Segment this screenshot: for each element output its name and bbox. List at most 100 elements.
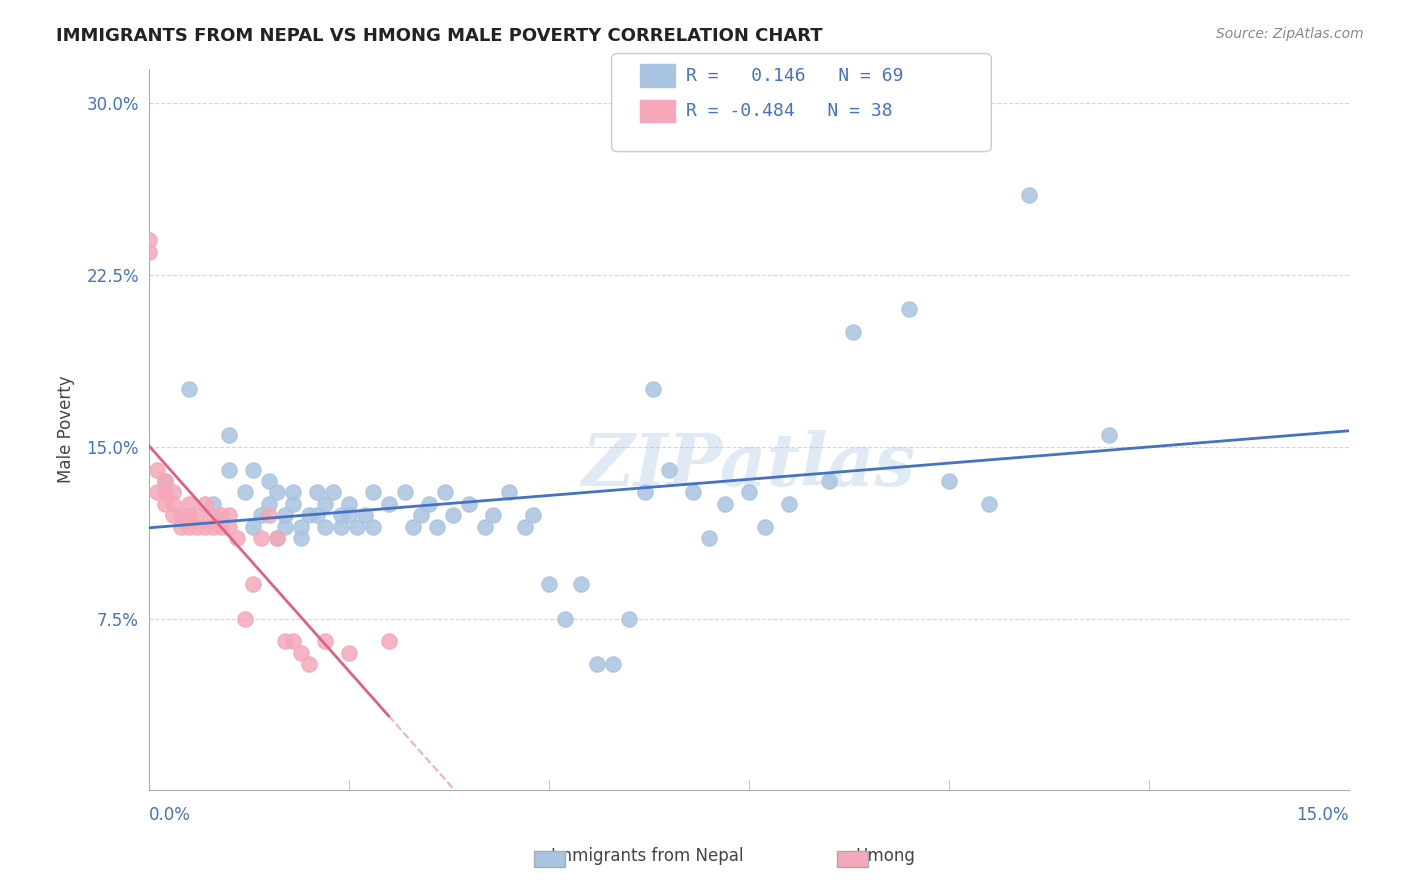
Point: [433, 485, 456, 500]
Point: [266, 531, 288, 545]
Point: [738, 485, 761, 500]
Point: [169, 520, 191, 534]
Point: [298, 657, 321, 672]
Point: [641, 382, 664, 396]
Point: [201, 497, 224, 511]
Point: [257, 474, 280, 488]
Point: [346, 520, 368, 534]
Text: R =   0.146   N = 69: R = 0.146 N = 69: [686, 67, 904, 85]
Point: [290, 520, 312, 534]
Point: [242, 462, 264, 476]
Point: [537, 577, 560, 591]
Point: [337, 646, 360, 660]
Point: [1018, 187, 1040, 202]
Point: [554, 611, 576, 625]
Point: [329, 508, 352, 523]
Text: ZIPatlas: ZIPatlas: [582, 430, 915, 501]
Point: [441, 508, 464, 523]
Point: [162, 497, 184, 511]
Point: [145, 462, 167, 476]
Point: [281, 497, 304, 511]
Point: [426, 520, 449, 534]
Point: [218, 520, 240, 534]
Point: [153, 485, 176, 500]
Point: [361, 485, 384, 500]
Y-axis label: Male Poverty: Male Poverty: [58, 376, 75, 483]
Point: [697, 531, 720, 545]
Point: [353, 508, 375, 523]
Text: Source: ZipAtlas.com: Source: ZipAtlas.com: [1216, 27, 1364, 41]
Point: [569, 577, 592, 591]
Point: [186, 508, 208, 523]
Point: [298, 508, 321, 523]
Point: [209, 520, 232, 534]
Point: [682, 485, 704, 500]
Point: [145, 485, 167, 500]
Text: 15.0%: 15.0%: [1296, 806, 1348, 824]
Text: 0.0%: 0.0%: [149, 806, 191, 824]
Point: [329, 520, 352, 534]
Point: [257, 497, 280, 511]
Point: [273, 508, 295, 523]
Point: [498, 485, 520, 500]
Point: [249, 531, 271, 545]
Point: [418, 497, 440, 511]
Point: [153, 474, 176, 488]
Point: [218, 508, 240, 523]
Point: [402, 520, 425, 534]
Point: [162, 508, 184, 523]
Point: [177, 520, 200, 534]
Point: [273, 520, 295, 534]
Point: [938, 474, 960, 488]
Point: [658, 462, 681, 476]
Point: [281, 485, 304, 500]
Point: [897, 302, 920, 317]
Point: [1098, 428, 1121, 442]
Point: [177, 497, 200, 511]
Point: [257, 508, 280, 523]
Point: [177, 508, 200, 523]
Point: [778, 497, 800, 511]
Point: [153, 474, 176, 488]
Point: [322, 485, 344, 500]
Point: [201, 520, 224, 534]
Point: [481, 508, 503, 523]
Point: [409, 508, 432, 523]
Point: [138, 244, 160, 259]
Point: [218, 462, 240, 476]
Point: [585, 657, 607, 672]
Point: [977, 497, 1000, 511]
Point: [305, 508, 328, 523]
Point: [162, 485, 184, 500]
Point: [474, 520, 496, 534]
Point: [194, 520, 217, 534]
Point: [186, 520, 208, 534]
Point: [177, 382, 200, 396]
Point: [361, 520, 384, 534]
Point: [273, 634, 295, 648]
Point: [233, 611, 256, 625]
Point: [201, 508, 224, 523]
Text: IMMIGRANTS FROM NEPAL VS HMONG MALE POVERTY CORRELATION CHART: IMMIGRANTS FROM NEPAL VS HMONG MALE POVE…: [56, 27, 823, 45]
Point: [290, 531, 312, 545]
Point: [817, 474, 839, 488]
Point: [242, 520, 264, 534]
Point: [522, 508, 544, 523]
Point: [138, 233, 160, 247]
Point: [617, 611, 640, 625]
Point: [209, 508, 232, 523]
Point: [290, 646, 312, 660]
Point: [233, 485, 256, 500]
Point: [377, 497, 399, 511]
Point: [713, 497, 735, 511]
Point: [754, 520, 776, 534]
Text: R = -0.484   N = 38: R = -0.484 N = 38: [686, 103, 893, 120]
Point: [281, 634, 304, 648]
Point: [225, 531, 247, 545]
Point: [337, 497, 360, 511]
Text: Hmong: Hmong: [856, 847, 915, 865]
Point: [314, 634, 336, 648]
Point: [169, 508, 191, 523]
Point: [218, 428, 240, 442]
Point: [842, 325, 865, 339]
